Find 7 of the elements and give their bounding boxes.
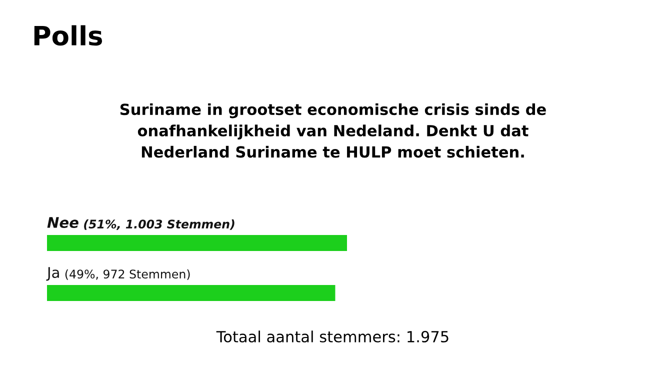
data-label: (51%, 1.003 Stemmen) xyxy=(84,219,234,230)
y-tick-label: Nee xyxy=(47,217,78,228)
chart-subtitle: Suriname in grootset economische crisis sinds de onafhankelijkheid van Nedeland. Denkt U dat Nederland Suriname te HULP moet schieten. xyxy=(120,103,546,158)
y-tick-label: Ja xyxy=(46,267,59,281)
data-label: (49%, 972 Stemmen) xyxy=(65,269,190,280)
chart-title: Polls xyxy=(34,25,102,46)
text: Totaal aantal stemmers: 1.975 xyxy=(216,330,448,342)
